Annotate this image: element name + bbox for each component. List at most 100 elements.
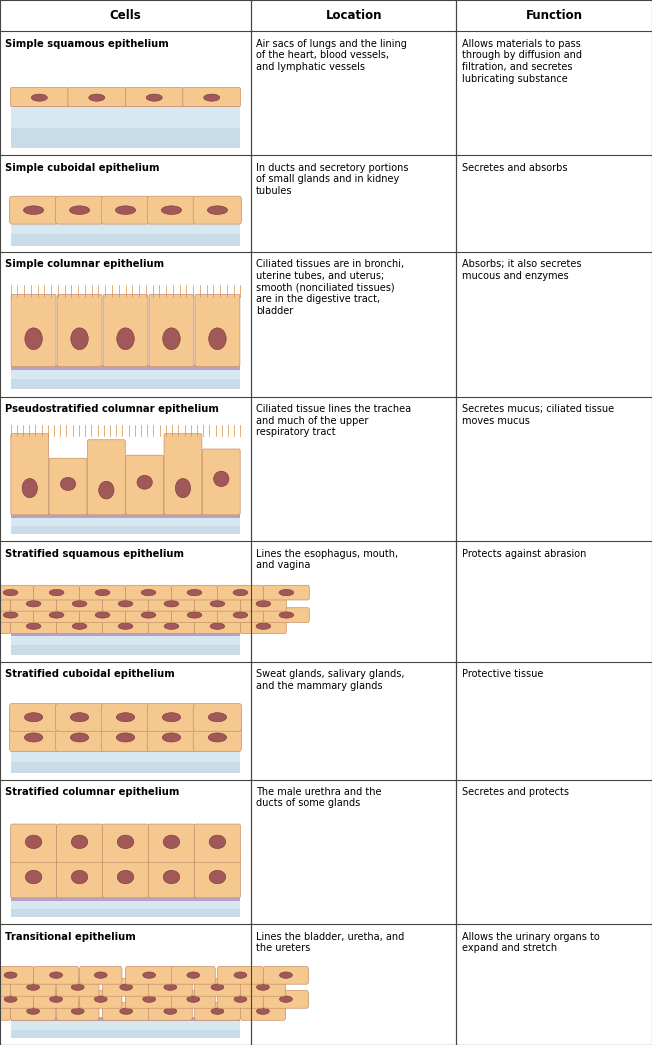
Text: Lines the bladder, uretha, and
the ureters: Lines the bladder, uretha, and the urete… — [256, 932, 404, 953]
Bar — [10, 107, 241, 127]
Bar — [0, 780, 652, 925]
Ellipse shape — [234, 972, 247, 978]
Bar — [10, 370, 241, 379]
Ellipse shape — [4, 972, 17, 978]
Ellipse shape — [4, 996, 17, 1002]
Ellipse shape — [209, 328, 226, 350]
Ellipse shape — [210, 623, 225, 629]
FancyBboxPatch shape — [164, 434, 202, 515]
FancyBboxPatch shape — [183, 88, 241, 107]
Ellipse shape — [117, 870, 134, 884]
Ellipse shape — [187, 996, 200, 1002]
Ellipse shape — [116, 713, 135, 722]
FancyBboxPatch shape — [241, 619, 286, 633]
Text: Allows the urinary organs to
expand and stretch: Allows the urinary organs to expand and … — [462, 932, 599, 953]
Ellipse shape — [72, 623, 87, 629]
FancyBboxPatch shape — [241, 1002, 286, 1020]
FancyBboxPatch shape — [102, 978, 150, 996]
Ellipse shape — [117, 835, 134, 849]
Text: Transitional epithelium: Transitional epithelium — [5, 932, 136, 942]
Ellipse shape — [137, 475, 153, 489]
Bar — [0, 663, 652, 780]
Ellipse shape — [95, 972, 107, 978]
FancyBboxPatch shape — [194, 619, 241, 633]
Text: Secretes mucus; ciliated tissue
moves mucus: Secretes mucus; ciliated tissue moves mu… — [462, 404, 614, 425]
FancyBboxPatch shape — [55, 196, 104, 224]
Ellipse shape — [234, 996, 247, 1002]
Bar — [10, 896, 241, 901]
FancyBboxPatch shape — [149, 295, 194, 367]
Ellipse shape — [71, 1008, 84, 1015]
FancyBboxPatch shape — [217, 991, 263, 1008]
FancyBboxPatch shape — [10, 619, 57, 633]
FancyBboxPatch shape — [34, 585, 80, 600]
Ellipse shape — [203, 94, 220, 101]
Bar — [0, 252, 652, 397]
Text: Protects against abrasion: Protects against abrasion — [462, 549, 586, 559]
FancyBboxPatch shape — [149, 825, 194, 863]
FancyBboxPatch shape — [10, 1002, 56, 1020]
Bar — [0, 0, 652, 31]
Ellipse shape — [211, 1008, 224, 1015]
FancyBboxPatch shape — [87, 440, 125, 515]
Bar — [10, 127, 241, 148]
FancyBboxPatch shape — [147, 724, 196, 751]
Ellipse shape — [256, 601, 271, 607]
FancyBboxPatch shape — [9, 724, 58, 751]
Ellipse shape — [24, 713, 43, 722]
Ellipse shape — [141, 589, 156, 596]
FancyBboxPatch shape — [193, 724, 242, 751]
FancyBboxPatch shape — [10, 859, 57, 898]
FancyBboxPatch shape — [218, 608, 263, 623]
Ellipse shape — [163, 870, 180, 884]
FancyBboxPatch shape — [9, 703, 58, 732]
Ellipse shape — [187, 972, 200, 978]
FancyBboxPatch shape — [147, 703, 196, 732]
Ellipse shape — [164, 1008, 177, 1015]
Ellipse shape — [69, 206, 90, 214]
Ellipse shape — [162, 733, 181, 742]
FancyBboxPatch shape — [0, 967, 34, 984]
Text: Ciliated tissues are in bronchi,
uterine tubes, and uterus;
smooth (nonciliated : Ciliated tissues are in bronchi, uterine… — [256, 259, 404, 316]
FancyBboxPatch shape — [11, 434, 49, 515]
Ellipse shape — [115, 206, 136, 214]
Bar — [10, 379, 241, 389]
Ellipse shape — [71, 328, 88, 350]
Bar — [10, 219, 241, 223]
FancyBboxPatch shape — [57, 978, 99, 996]
Ellipse shape — [256, 984, 269, 991]
FancyBboxPatch shape — [57, 1002, 99, 1020]
Ellipse shape — [116, 733, 135, 742]
Bar — [10, 909, 241, 916]
Bar — [10, 234, 241, 246]
Text: Sweat glands, salivary glands,
and the mammary glands: Sweat glands, salivary glands, and the m… — [256, 670, 405, 691]
Ellipse shape — [71, 835, 88, 849]
Text: Protective tissue: Protective tissue — [462, 670, 543, 679]
Ellipse shape — [71, 870, 88, 884]
Ellipse shape — [164, 984, 177, 991]
Ellipse shape — [209, 870, 226, 884]
Text: Lines the esophagus, mouth,
and vagina: Lines the esophagus, mouth, and vagina — [256, 549, 398, 571]
Ellipse shape — [95, 996, 107, 1002]
FancyBboxPatch shape — [194, 1002, 241, 1020]
Text: Stratified cuboidal epithelium: Stratified cuboidal epithelium — [5, 670, 175, 679]
Bar — [0, 541, 652, 663]
Ellipse shape — [146, 94, 162, 101]
FancyBboxPatch shape — [10, 825, 57, 863]
FancyBboxPatch shape — [194, 597, 241, 611]
Text: The male urethra and the
ducts of some glands: The male urethra and the ducts of some g… — [256, 787, 381, 809]
Ellipse shape — [25, 835, 42, 849]
FancyBboxPatch shape — [102, 597, 149, 611]
Text: Secretes and protects: Secretes and protects — [462, 787, 569, 797]
FancyBboxPatch shape — [217, 967, 263, 984]
Ellipse shape — [61, 478, 76, 490]
Ellipse shape — [164, 623, 179, 629]
Ellipse shape — [120, 984, 132, 991]
Bar — [10, 646, 241, 655]
Bar — [0, 397, 652, 541]
Ellipse shape — [3, 612, 18, 619]
Ellipse shape — [26, 601, 41, 607]
Ellipse shape — [72, 601, 87, 607]
FancyBboxPatch shape — [241, 978, 286, 996]
FancyBboxPatch shape — [149, 597, 194, 611]
